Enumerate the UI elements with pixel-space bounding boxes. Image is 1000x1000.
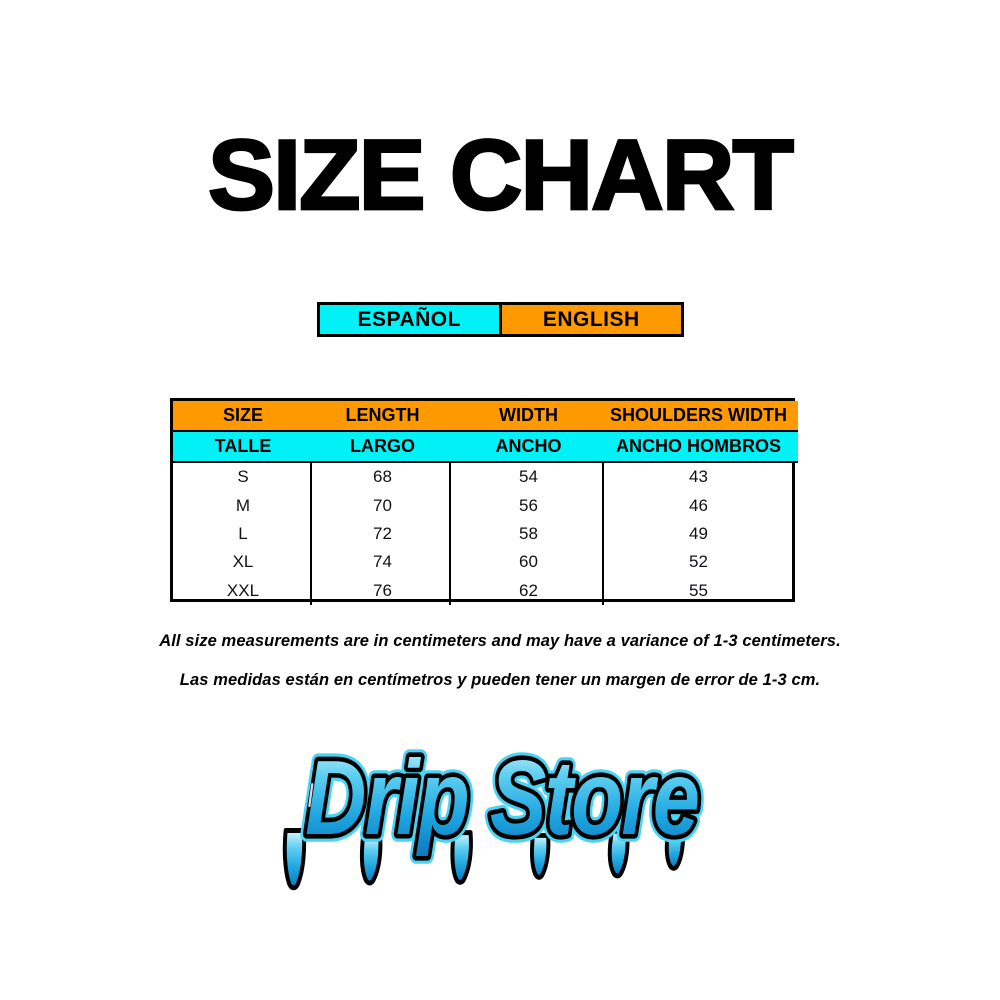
svg-text:Drip Store: Drip Store — [305, 742, 698, 857]
